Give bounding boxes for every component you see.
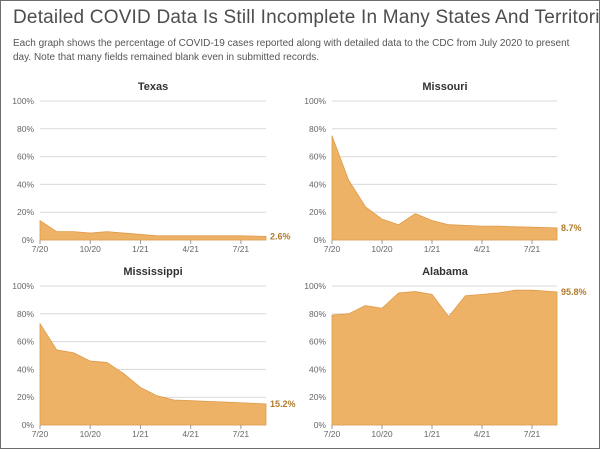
y-tick-label-mississippi: 20% [17, 392, 34, 402]
panel-title-texas: Texas [138, 81, 168, 93]
x-tick-label-texas: 7/21 [233, 244, 250, 254]
x-tick-label-alabama: 7/21 [524, 429, 541, 439]
x-tick-label-mississippi: 10/20 [80, 429, 102, 439]
x-tick-label-alabama: 7/20 [324, 429, 341, 439]
x-tick-label-mississippi: 7/21 [233, 429, 250, 439]
y-tick-label-alabama: 20% [309, 392, 326, 402]
y-tick-label-mississippi: 0% [22, 420, 35, 430]
y-tick-label-alabama: 0% [314, 420, 327, 430]
panel-title-alabama: Alabama [422, 266, 469, 278]
y-tick-label-texas: 100% [12, 96, 34, 106]
end-value-label-mississippi: 15.2% [270, 399, 296, 409]
x-tick-label-alabama: 10/20 [371, 429, 393, 439]
y-tick-label-alabama: 100% [304, 281, 326, 291]
x-tick-label-texas: 1/21 [132, 244, 149, 254]
area-series-alabama [331, 289, 558, 426]
y-tick-label-missouri: 0% [314, 235, 327, 245]
panel-title-missouri: Missouri [422, 81, 467, 93]
y-tick-label-alabama: 40% [309, 364, 326, 374]
x-tick-label-missouri: 7/21 [524, 244, 541, 254]
x-tick-label-missouri: 10/20 [371, 244, 393, 254]
y-tick-label-texas: 60% [17, 152, 34, 162]
x-tick-label-missouri: 1/21 [424, 244, 441, 254]
x-tick-label-alabama: 4/21 [474, 429, 491, 439]
page-subtitle: Each graph shows the percentage of COVID… [13, 38, 570, 63]
y-tick-label-missouri: 20% [309, 207, 326, 217]
y-tick-label-texas: 40% [17, 179, 34, 189]
x-tick-label-missouri: 7/20 [324, 244, 341, 254]
y-tick-label-mississippi: 80% [17, 309, 34, 319]
y-tick-label-mississippi: 40% [17, 364, 34, 374]
end-value-label-missouri: 8.7% [561, 223, 582, 233]
x-tick-label-mississippi: 4/21 [182, 429, 199, 439]
area-series-texas [39, 220, 267, 241]
x-tick-label-mississippi: 7/20 [32, 429, 49, 439]
y-tick-label-missouri: 40% [309, 179, 326, 189]
y-tick-label-missouri: 60% [309, 152, 326, 162]
x-tick-label-texas: 7/20 [32, 244, 49, 254]
y-tick-label-texas: 80% [17, 124, 34, 134]
y-tick-label-alabama: 60% [309, 337, 326, 347]
area-series-missouri [331, 135, 558, 241]
area-series-mississippi [39, 323, 267, 426]
panel-title-mississippi: Mississippi [123, 266, 182, 278]
y-tick-label-missouri: 80% [309, 124, 326, 134]
x-tick-label-missouri: 4/21 [474, 244, 491, 254]
end-value-label-texas: 2.6% [270, 231, 291, 241]
y-tick-label-missouri: 100% [304, 96, 326, 106]
x-tick-label-mississippi: 1/21 [132, 429, 149, 439]
y-tick-label-texas: 20% [17, 207, 34, 217]
x-tick-label-alabama: 1/21 [424, 429, 441, 439]
x-tick-label-texas: 10/20 [80, 244, 102, 254]
y-tick-label-texas: 0% [22, 235, 35, 245]
y-tick-label-mississippi: 100% [12, 281, 34, 291]
x-tick-label-texas: 4/21 [182, 244, 199, 254]
y-tick-label-mississippi: 60% [17, 337, 34, 347]
page-title: Detailed COVID Data Is Still Incomplete … [13, 7, 600, 28]
y-tick-label-alabama: 80% [309, 309, 326, 319]
end-value-label-alabama: 95.8% [561, 287, 587, 297]
